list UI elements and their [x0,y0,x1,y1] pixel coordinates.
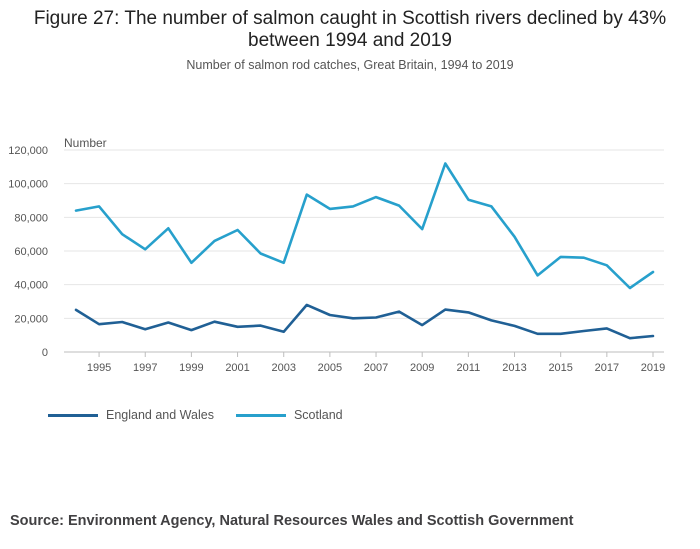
x-tick-label: 2007 [364,362,388,374]
series-lines [74,162,655,340]
source-note: Source: Environment Agency, Natural Reso… [10,513,574,529]
x-tick-label: 2009 [410,362,434,374]
x-tick-label: 2013 [502,362,526,374]
y-tick-label: 40,000 [14,280,48,292]
chart-title: Figure 27: The number of salmon caught i… [0,8,700,52]
chart-title-line2: between 1994 and 2019 [248,30,452,51]
x-tick-label: 1995 [87,362,111,374]
legend-swatch-scotland [235,413,286,417]
x-tick-label: 2019 [641,362,665,374]
series-line-england-wales[interactable] [74,303,655,340]
y-tick-label: 120,000 [8,145,48,157]
x-axis: 1995 1997 1999 2001 2003 2005 2007 2009 2011 2013… [64,351,665,374]
legend-item-scotland[interactable]: Scotland [235,408,343,422]
legend-swatch-england-wales [48,413,98,417]
x-tick-label: 1997 [133,362,157,374]
y-tick-label: 80,000 [14,212,48,224]
chart-title-line1: Figure 27: The number of salmon caught i… [33,8,667,29]
y-axis-ticks: 0 20,000 40,000 60,000 80,000 100,000 120,000 [8,145,48,359]
gridlines [64,149,664,319]
x-tick-label: 2003 [271,362,295,374]
y-tick-label: 60,000 [14,246,48,258]
x-tick-label: 2015 [548,362,572,374]
y-tick-label: 100,000 [8,179,48,191]
y-tick-label: 0 [42,347,48,359]
x-tick-label: 2011 [457,362,481,374]
x-tick-label: 2001 [225,362,249,374]
chart-subtitle: Number of salmon rod catches, Great Brit… [186,58,514,72]
y-tick-label: 20,000 [14,313,48,325]
series-line-scotland[interactable] [74,162,655,290]
x-tick-label: 2017 [595,362,619,374]
legend-item-england-wales[interactable]: England and Wales [48,408,214,422]
x-tick-label: 2005 [318,362,342,374]
legend: England and Wales Scotland [48,408,365,422]
x-tick-label: 1999 [179,362,203,374]
y-axis-label: Number [64,136,107,150]
legend-label-england-wales: England and Wales [106,408,214,422]
legend-label-scotland: Scotland [293,408,343,422]
